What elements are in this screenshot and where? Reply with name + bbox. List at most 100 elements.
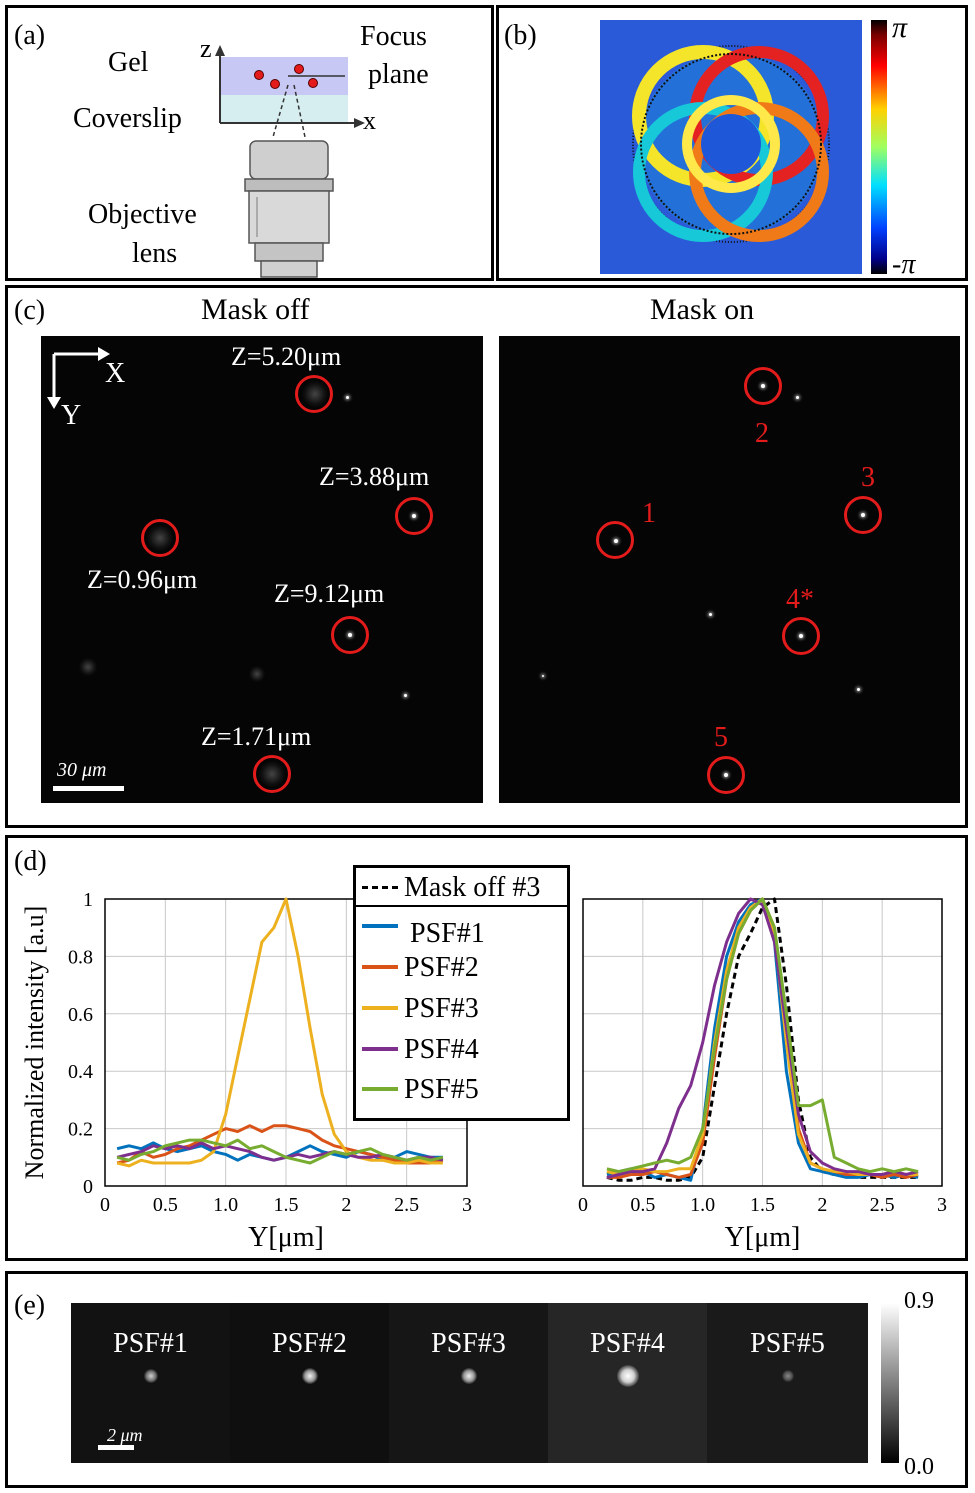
- background-bead: [346, 396, 349, 399]
- psf-tile-2: PSF#2: [230, 1303, 389, 1463]
- background-bead: [79, 658, 97, 676]
- colorbar-max-label: π: [892, 11, 908, 44]
- title-mask-off: Mask off: [201, 293, 310, 326]
- legend-swatch: [362, 1006, 398, 1010]
- psf-number: 2: [755, 418, 769, 449]
- x-tick-label: 1.5: [274, 1194, 299, 1216]
- psf-number: 1: [642, 498, 656, 529]
- panel-e: (e) PSF#1 PSF#2 PSF#3 PSF#4 PSF#5 2 μm 0…: [5, 1271, 968, 1488]
- background-bead: [404, 694, 407, 697]
- scale-bar: [98, 1445, 134, 1450]
- psf-number: 4*: [786, 584, 814, 615]
- objective-label-line2: lens: [132, 238, 178, 269]
- depth-label: Z=5.20μm: [231, 342, 342, 371]
- phase-mask-image: [600, 20, 862, 274]
- objective-label-line1: Objective: [88, 199, 197, 230]
- depth-label: Z=1.71μm: [201, 722, 312, 751]
- bead: [254, 70, 264, 80]
- psf-spot: [616, 1365, 639, 1387]
- line-plots: 0 0.5 1.0 1.5 2 2.5 3 0 0.2 0.4 0.6 0.8 1 Y[μm] Normal…: [20, 889, 947, 1253]
- legend-label: PSF#1: [410, 918, 485, 949]
- legend-label: PSF#5: [404, 1074, 479, 1105]
- axis-y-label: Y: [61, 400, 82, 431]
- y-tick-label: 0.8: [68, 946, 93, 968]
- y-tick-label: 0.4: [68, 1061, 93, 1083]
- x-tick-label: 0: [100, 1194, 110, 1216]
- y-axis-label: Normalized intensity [a.u]: [20, 906, 49, 1180]
- x-tick-label: 2.5: [870, 1194, 895, 1216]
- colorbar-max-label: 0.9: [904, 1288, 934, 1314]
- legend-swatch: [362, 886, 398, 889]
- bead-marker: [844, 496, 882, 534]
- scale-bar-label: 2 μm: [107, 1425, 143, 1445]
- legend-swatch: [362, 1047, 398, 1051]
- psf-number: 5: [714, 722, 728, 753]
- background-bead: [796, 396, 799, 399]
- scale-bar-label: 30 μm: [57, 759, 107, 781]
- bead: [308, 78, 318, 88]
- x-axis-label: Y[μm]: [725, 1222, 801, 1253]
- x-tick-label: 0: [578, 1194, 588, 1216]
- background-bead: [709, 613, 712, 616]
- x-tick-label: 2.5: [394, 1194, 419, 1216]
- psf-number: 3: [861, 462, 875, 493]
- y-tick-label: 0.2: [68, 1119, 93, 1141]
- x-tick-label: 1.5: [750, 1194, 775, 1216]
- x-tick-label: 0.5: [153, 1194, 178, 1216]
- psf-tile-4: PSF#4: [548, 1303, 707, 1463]
- image-mask-off: X Y Z=5.20μm Z=3.88μm Z=0.96μm Z=9.12μm …: [41, 336, 483, 803]
- legend-swatch: [362, 924, 398, 928]
- legend-label: PSF#4: [404, 1034, 479, 1065]
- x-tick-label: 2: [817, 1194, 827, 1216]
- y-tick-label: 0.6: [68, 1004, 93, 1026]
- legend-label: PSF#2: [404, 952, 479, 983]
- x-tick-label: 3: [937, 1194, 947, 1216]
- bead-marker: [782, 617, 820, 655]
- bead-marker: [141, 519, 179, 557]
- bead-marker: [744, 367, 782, 405]
- depth-label: Z=9.12μm: [274, 579, 385, 608]
- xy-axes-icon: [47, 347, 110, 409]
- panel-a: (a) Gel Coverslip Objective lens Focus p…: [5, 5, 494, 281]
- x-axis-label: Y[μm]: [248, 1222, 324, 1253]
- psf-spot: [301, 1368, 318, 1384]
- series-line-psf-5: [606, 897, 919, 1174]
- panel-e-label: (e): [14, 1290, 46, 1321]
- bead-marker: [395, 497, 433, 535]
- psf-tile-3: PSF#3: [389, 1303, 548, 1463]
- background-bead: [857, 688, 860, 691]
- gel-label: Gel: [108, 47, 149, 78]
- psf-spot: [143, 1369, 158, 1383]
- coverslip-label: Coverslip: [73, 103, 182, 134]
- axis-x-label: X: [105, 358, 126, 389]
- panel-d-label: (d): [14, 846, 47, 877]
- bead: [294, 64, 304, 74]
- axis-z-label: z: [200, 34, 212, 63]
- psf-tile-label: PSF#5: [750, 1328, 825, 1359]
- series-line-psf-2: [116, 1124, 444, 1165]
- series-line-psf-5: [116, 1138, 444, 1165]
- image-mask-on: 2 1 3 4* 5: [499, 336, 960, 803]
- x-tick-label: 2: [341, 1194, 351, 1216]
- phase-colorbar: [871, 20, 887, 274]
- bead: [270, 79, 280, 89]
- psf-tile-label: PSF#2: [272, 1328, 347, 1359]
- bead-marker: [596, 521, 634, 559]
- psf-image-strip: PSF#1 PSF#2 PSF#3 PSF#4 PSF#5 2 μm: [71, 1303, 868, 1463]
- legend-swatch: [362, 1087, 398, 1091]
- scale-bar: [53, 786, 124, 791]
- bead-marker: [295, 375, 333, 413]
- bead-marker: [253, 755, 291, 793]
- colorbar-min-label: -π: [892, 249, 916, 280]
- depth-label: Z=3.88μm: [319, 462, 430, 491]
- x-tick-label: 1.0: [213, 1194, 238, 1216]
- background-bead: [542, 675, 544, 677]
- title-mask-on: Mask on: [650, 293, 755, 326]
- y-tick-label: 0: [83, 1176, 93, 1198]
- legend-divider: [356, 905, 567, 907]
- objective-lens-icon: [244, 140, 334, 278]
- series-line-mask-off-3: [606, 897, 919, 1182]
- depth-label: Z=0.96μm: [87, 565, 198, 594]
- psf-spot: [460, 1368, 477, 1384]
- panel-d: (d) 0 0.5 1.0 1.5 2 2.5 3 0 0.2 0.4 0.6 0.8 1 Y[μm] No…: [5, 835, 968, 1261]
